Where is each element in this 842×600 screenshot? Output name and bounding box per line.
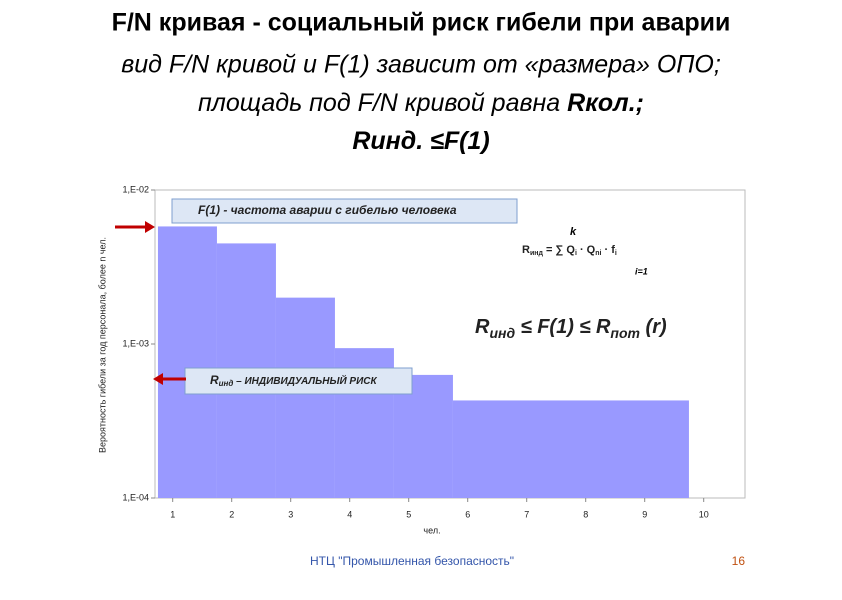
step-bar — [157, 226, 217, 499]
text: = ∑ Q — [543, 244, 575, 256]
text: R — [522, 244, 530, 256]
plot: 1,E-04 1,E-03 1,E-02 1 2 3 4 5 6 7 8 9 10 чел. Вероятн… — [97, 184, 746, 535]
x-tick-label: 1 — [170, 509, 175, 519]
subtitle: Rинд. ≤F(1) — [352, 127, 489, 155]
subtitle: вид F/N кривой и F(1) зависит от «размер… — [121, 51, 721, 79]
footer: НТЦ "Промышленная безопасность" — [310, 554, 514, 568]
text: инд — [489, 325, 515, 341]
text: площадь под F/N кривой равна — [198, 89, 567, 117]
callout-box — [184, 367, 413, 395]
text: Rкол.; — [567, 89, 644, 117]
text: i — [615, 250, 617, 257]
x-tick-label: 9 — [642, 509, 647, 519]
y-tick-label: 1,E-02 — [122, 184, 149, 194]
x-tick-label: 7 — [524, 509, 529, 519]
text: Rинд. — [352, 127, 423, 155]
text: инд — [219, 379, 234, 388]
x-tick-label: 3 — [288, 509, 293, 519]
text: · Q — [577, 244, 596, 256]
page-number: 16 — [732, 554, 746, 568]
x-tick-label: 6 — [465, 509, 470, 519]
arrow-head — [153, 373, 163, 385]
y-tick-label: 1,E-03 — [122, 338, 149, 348]
step-bar — [452, 400, 689, 498]
formula-upper: k — [570, 226, 577, 238]
text: R — [210, 373, 219, 387]
text: пот — [610, 325, 640, 341]
x-tick-label: 4 — [347, 509, 352, 519]
inequality: Rинд ≤ F(1) ≤ Rпот (r) — [475, 316, 667, 340]
formula-lower: i=1 — [635, 266, 648, 276]
title: F/N кривая - социальный риск гибели при … — [112, 9, 731, 37]
x-tick-label: 10 — [699, 509, 709, 519]
y-tick-label: 1,E-04 — [122, 492, 149, 502]
text: ni — [595, 250, 601, 257]
annotations: F(1) - частота аварии с гибелью человека… — [115, 198, 667, 395]
x-tick-label: 5 — [406, 509, 411, 519]
text: – ИНДИВИДУАЛЬНЫЙ РИСК — [233, 374, 377, 387]
text: R — [475, 316, 490, 338]
y-axis-label: Вероятность гибели за год персонала, бол… — [97, 237, 107, 453]
step-bar — [275, 297, 335, 498]
text: (r) — [640, 316, 667, 338]
x-tick-label: 8 — [583, 509, 588, 519]
step-bar — [393, 374, 453, 498]
text: ≤F(1) — [423, 127, 490, 155]
formula: Rинд = ∑ Qi · Qni · fi — [522, 244, 617, 257]
text: i — [575, 250, 577, 257]
arrow-head — [145, 221, 155, 233]
subtitle: площадь под F/N кривой равна Rкол.; — [198, 89, 644, 117]
text: ≤ F(1) ≤ R — [515, 316, 611, 338]
x-tick-label: 2 — [229, 509, 234, 519]
callout: Rинд – ИНДИВИДУАЛЬНЫЙ РИСК — [210, 373, 378, 388]
text: инд — [530, 250, 544, 257]
callout-box — [171, 198, 518, 224]
text: · f — [601, 244, 615, 256]
x-axis-label: чел. — [423, 525, 440, 535]
callout: F(1) - частота аварии с гибелью человека — [198, 203, 457, 217]
